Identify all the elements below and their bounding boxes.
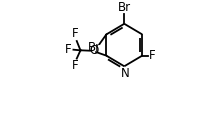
Text: N: N [121,67,129,80]
Text: F: F [149,49,156,62]
Text: F: F [65,43,71,56]
Text: Br: Br [118,1,131,14]
Text: O: O [89,44,98,57]
Text: Br: Br [88,41,101,54]
Text: F: F [72,59,78,72]
Text: F: F [72,27,78,40]
